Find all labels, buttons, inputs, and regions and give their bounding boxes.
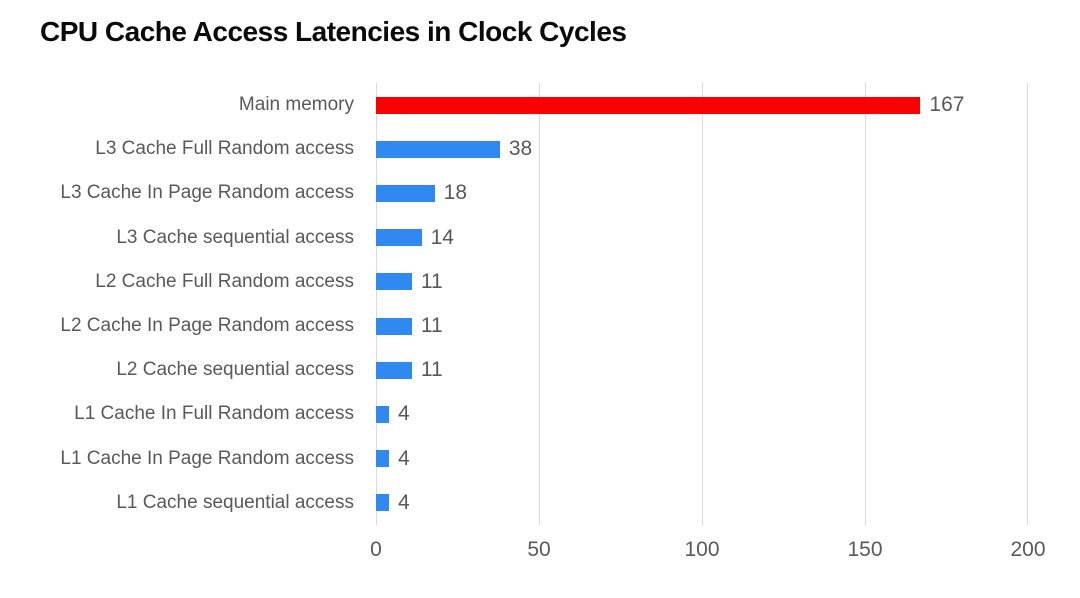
bar-value-label: 11: [420, 358, 443, 382]
bar-value-label: 4: [398, 402, 410, 426]
category-label: Main memory: [238, 94, 354, 116]
category-label: L1 Cache In Full Random access: [74, 403, 354, 425]
category-label: L3 Cache In Page Random access: [60, 182, 354, 204]
bar: [376, 406, 390, 423]
bar: [376, 494, 390, 512]
gridline: [376, 83, 377, 525]
category-label: L2 Cache In Page Random access: [60, 315, 354, 337]
gridline: [1027, 83, 1028, 525]
chart-title: CPU Cache Access Latencies in Clock Cycl…: [40, 16, 627, 47]
category-label: L1 Cache sequential access: [116, 491, 354, 513]
bar-value-label: 4: [398, 490, 410, 514]
bar: [376, 229, 422, 247]
x-tick-label: 50: [527, 538, 551, 561]
bar: [376, 450, 390, 468]
category-label: L1 Cache In Page Random access: [60, 447, 354, 469]
bar: [376, 317, 412, 335]
bar-value-label: 11: [420, 269, 443, 293]
bar: [376, 361, 412, 379]
bar-value-label: 11: [420, 314, 443, 338]
bar-value-label: 4: [398, 446, 410, 470]
gridline: [702, 83, 703, 525]
x-tick-label: 0: [370, 538, 382, 561]
bar-value-label: 14: [430, 225, 454, 249]
gridline: [865, 83, 866, 525]
bar-value-label: 18: [443, 181, 468, 205]
gridline: [539, 83, 540, 525]
category-axis: Main memory L3 Cache Full Random access L3…: [0, 83, 376, 525]
category-label: L2 Cache Full Random access: [95, 270, 354, 292]
bar-value-label: 38: [508, 137, 533, 161]
x-tick-label: 100: [684, 538, 720, 561]
category-label: L3 Cache Full Random access: [95, 138, 354, 160]
bar: [376, 273, 412, 291]
plot-area: 167 38 18 14 11 11 11 4 4 4: [376, 83, 1028, 525]
bar-value-label: 167: [929, 93, 965, 117]
category-label: L2 Cache sequential access: [116, 359, 354, 381]
bar: [376, 96, 921, 114]
x-tick-label: 150: [847, 538, 883, 561]
bar: [376, 185, 435, 202]
bar: [376, 140, 500, 158]
x-tick-label: 200: [1010, 538, 1046, 561]
category-label: L3 Cache sequential access: [116, 226, 354, 248]
x-axis: 0 50 100 150 200: [370, 538, 1045, 568]
